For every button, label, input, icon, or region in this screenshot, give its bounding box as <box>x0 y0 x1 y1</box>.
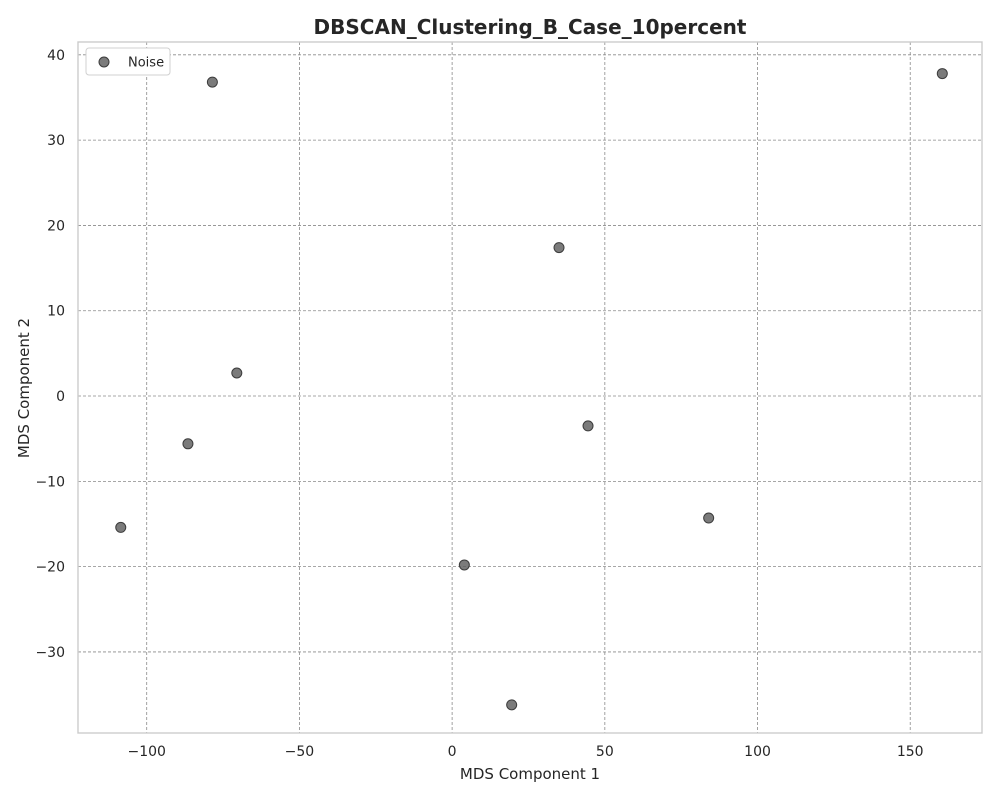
x-tick-labels: −100 −50 0 50 100 150 <box>127 744 923 760</box>
y-tick-label: 30 <box>47 133 65 149</box>
x-tick-label: −100 <box>127 744 165 760</box>
y-tick-label: 20 <box>47 218 65 234</box>
x-tick-label: −50 <box>285 744 315 760</box>
legend-box <box>85 47 171 76</box>
y-axis-label: MDS Component 2 <box>15 318 33 458</box>
noise-point <box>115 521 127 533</box>
y-tick-label: −30 <box>35 645 65 661</box>
y-tick-label: −20 <box>35 560 65 576</box>
noise-point <box>231 367 243 379</box>
legend-label-noise: Noise <box>128 56 164 71</box>
noise-point <box>936 68 948 80</box>
y-tick-label: 0 <box>56 389 65 405</box>
noise-point <box>182 438 194 450</box>
x-tick-label: 100 <box>744 744 771 760</box>
y-tick-labels: −30 −20 −10 0 10 20 30 40 <box>35 48 65 661</box>
noise-point <box>206 76 218 88</box>
y-tick-label: −10 <box>35 474 65 490</box>
x-tick-label: 150 <box>897 744 924 760</box>
y-tick-label: 10 <box>47 304 65 320</box>
noise-point <box>553 242 565 254</box>
x-axis-label: MDS Component 1 <box>460 765 600 783</box>
noise-point <box>458 559 470 571</box>
x-tick-label: 0 <box>448 744 457 760</box>
y-tick-label: 40 <box>47 48 65 64</box>
plot-frame <box>77 41 983 734</box>
legend-marker <box>98 56 110 68</box>
grid <box>78 42 982 733</box>
noise-point <box>582 420 594 432</box>
data-points <box>115 68 948 711</box>
chart-title: DBSCAN_Clustering_B_Case_10percent <box>314 15 747 39</box>
noise-point <box>703 512 715 524</box>
noise-point <box>506 699 518 711</box>
x-tick-label: 50 <box>596 744 614 760</box>
legend: Noise <box>85 47 171 76</box>
